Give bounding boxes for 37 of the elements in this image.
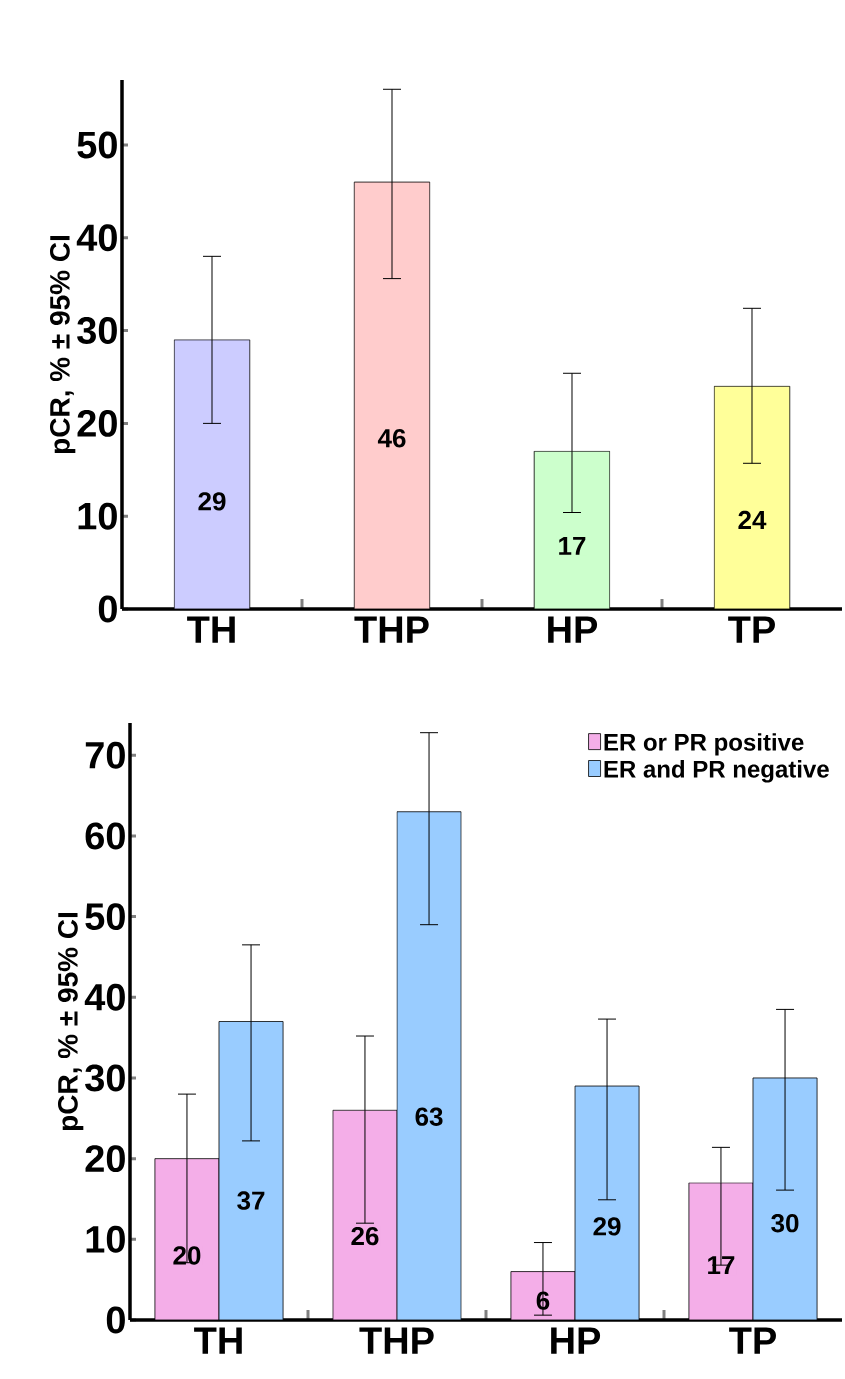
x-tick-label: THP xyxy=(354,616,429,643)
data-label: 24 xyxy=(738,510,767,529)
y-tick-label: 40 xyxy=(84,983,125,1011)
y-tick-label: 50 xyxy=(85,903,125,931)
y-tick-label: 50 xyxy=(77,131,117,159)
data-label: 63 xyxy=(415,1107,443,1126)
y-tick-label: 0 xyxy=(106,1306,125,1334)
data-label: 29 xyxy=(198,492,226,511)
y-tick-label: 10 xyxy=(78,502,117,530)
data-label: 6 xyxy=(536,1291,550,1310)
data-label: 29 xyxy=(593,1217,621,1236)
data-label: 37 xyxy=(237,1191,265,1210)
x-tick-label: HP xyxy=(551,1327,601,1354)
data-label: 20 xyxy=(173,1246,201,1265)
y-tick-label: 40 xyxy=(76,224,117,252)
x-tick-label: TP xyxy=(729,1327,776,1354)
y-tick-label: 10 xyxy=(86,1225,125,1253)
y-tick-label: 0 xyxy=(98,595,117,623)
x-tick-label: TP xyxy=(728,616,775,643)
x-tick-label: THP xyxy=(359,1327,434,1354)
x-tick-label: TH xyxy=(187,616,235,643)
y-tick-label: 20 xyxy=(85,1145,125,1173)
data-label: 26 xyxy=(351,1226,379,1246)
data-label: 30 xyxy=(771,1213,799,1233)
y-tick-label: 60 xyxy=(85,822,125,850)
data-label: 17 xyxy=(559,536,586,555)
legend-label: ER and PR negative xyxy=(604,760,829,783)
y-tick-label: 30 xyxy=(85,1064,125,1092)
y-axis-title: pCR, % ± 95% CI xyxy=(49,236,76,454)
data-label: 46 xyxy=(377,429,406,448)
x-tick-label: TH xyxy=(194,1327,242,1354)
y-tick-label: 30 xyxy=(77,317,117,345)
y-tick-label: 70 xyxy=(85,741,125,769)
y-tick-label: 20 xyxy=(77,409,117,437)
legend-label: ER or PR positive xyxy=(604,733,804,756)
y-axis-title: pCR, % ± 95% CI xyxy=(57,913,84,1131)
x-tick-label: HP xyxy=(548,616,598,643)
